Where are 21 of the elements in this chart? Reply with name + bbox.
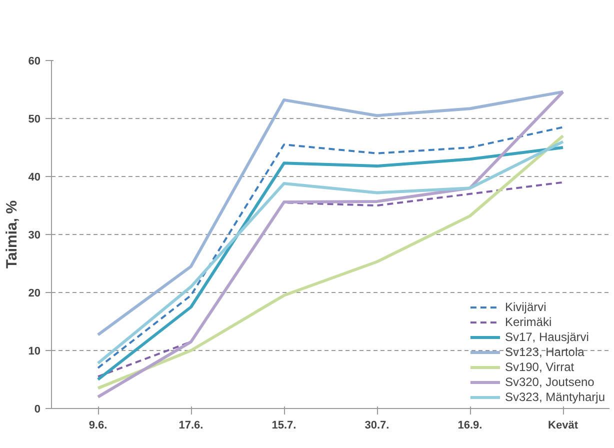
x-tick-label: 17.6. <box>178 420 204 432</box>
y-tick-label: 60 <box>28 56 41 68</box>
x-tick-label: 16.9. <box>458 420 482 432</box>
x-tick-label: Kevät <box>548 420 578 432</box>
x-tick-label: 15.7. <box>272 420 296 432</box>
legend-label: Kivijärvi <box>504 300 546 314</box>
legend-label: Kerimäki <box>504 315 552 329</box>
y-tick-label: 30 <box>28 230 41 242</box>
legend-label: Sv123, Hartola <box>504 345 584 359</box>
y-tick-label: 0 <box>34 404 41 416</box>
y-axis-title: Taimia, % <box>3 200 20 269</box>
y-tick-label: 40 <box>28 172 41 184</box>
legend-label: Sv17, Hausjärvi <box>504 330 589 344</box>
legend-label: Sv323, Mäntyharju <box>504 390 605 404</box>
x-tick-label: 9.6. <box>88 420 108 432</box>
legend-label: Sv320, Joutseno <box>504 375 594 389</box>
y-tick-label: 10 <box>28 346 41 358</box>
legend-label: Sv190, Virrat <box>504 360 574 374</box>
x-tick-label: 30.7. <box>364 420 390 432</box>
y-tick-label: 20 <box>28 288 41 300</box>
y-tick-label: 50 <box>28 114 41 126</box>
